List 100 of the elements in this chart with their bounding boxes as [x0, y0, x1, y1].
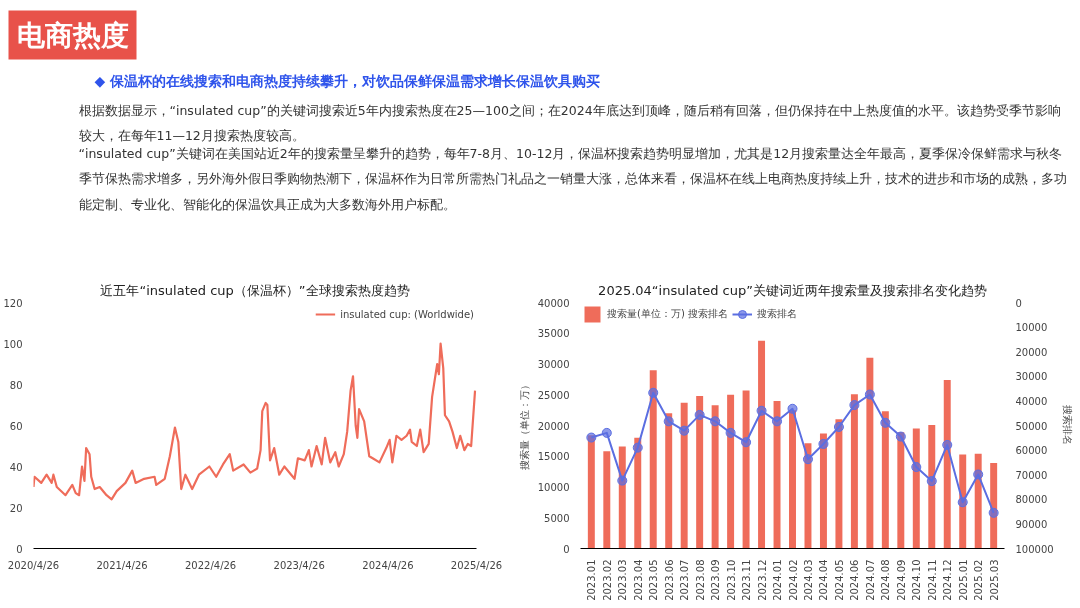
point	[648, 387, 659, 398]
x-tick-label: 2024.09	[895, 559, 907, 601]
bar	[928, 424, 936, 549]
x-tick-label: 2024.11	[926, 559, 938, 601]
point	[663, 416, 674, 427]
point	[741, 437, 752, 448]
point	[926, 476, 937, 487]
x-tick-label: 2024.08	[880, 559, 892, 601]
y2-axis-title: 搜索排名	[1061, 405, 1073, 446]
x-tick-label: 2024.03	[802, 559, 814, 601]
point	[895, 431, 906, 442]
x-tick-label: 2020/4/26	[7, 559, 60, 571]
point	[679, 425, 690, 436]
y2-tick-label: 60000	[1015, 445, 1048, 457]
point	[586, 432, 597, 443]
text: 根据数据显示，“insulated cup”的关键词搜索近5年内搜索热度在25—100之间；在2024年底达到顶峰，随后稍有回落，但仍保持在中上热度值的水平。该趋势受季节影响较大，在每年11—12月搜索热度较高。	[78, 102, 1061, 143]
bar	[819, 433, 827, 549]
x-tick-label: 2023.09	[710, 559, 722, 601]
y-tick-label: 20000	[537, 420, 570, 432]
bar	[742, 390, 750, 549]
x-tick-label: 2023.01	[586, 559, 598, 601]
legend-label: insulated cup: (Worldwide)	[340, 308, 474, 320]
y2-tick-label: 30000	[1015, 371, 1048, 383]
x-tick-label: 2024.12	[942, 559, 954, 601]
y2-tick-label: 10000	[1015, 322, 1048, 334]
y-tick-label: 20	[9, 502, 23, 514]
bar	[850, 394, 858, 549]
point	[601, 427, 612, 438]
x-tick-label: 2021/4/26	[96, 559, 148, 571]
x-tick-label: 2024.01	[772, 559, 784, 601]
point	[988, 507, 999, 518]
x-tick-label: 2023.11	[741, 559, 753, 601]
point	[957, 497, 968, 508]
y2-tick-label: 0	[1015, 297, 1022, 309]
y-tick-label: 80	[9, 379, 23, 391]
bar	[696, 395, 704, 549]
point	[787, 403, 798, 414]
text: ◆ 保温杯的在线搜索和电商热度持续攀升，对饮品保鲜保温需求增长保温饮具购买	[94, 72, 601, 89]
bar	[866, 357, 874, 549]
y-tick-label: 5000	[544, 512, 570, 524]
bar	[758, 340, 766, 549]
point	[973, 469, 984, 480]
y-tick-label: 10000	[537, 482, 570, 493]
text: 电商热度	[16, 18, 129, 52]
text: “insulated cup”关键词在美国站近2年的搜索量呈攀升的趋势，每年7-8月、10-12月，保温杯搜索趋势明显增加，尤其是12月搜索量达全年最高，夏季保冷保鲜需求与秋冬季节保热需求增多，另外海外假日季购物热潮下，保温杯作为日常所需热门礼品之一销量大涨，总体来看，保温杯在线上电商热度持续上升，技术的进步和市场的成熟，多功能定制、专业化、智能化的保温饮具正成为大多数海外用户标配。	[78, 145, 1067, 212]
bar	[881, 411, 889, 549]
bar	[789, 410, 796, 549]
x-tick-label: 2024/4/26	[362, 559, 414, 571]
bar	[912, 428, 920, 549]
x-tick-label: 2024.05	[833, 559, 845, 601]
bar	[665, 413, 673, 549]
point	[818, 438, 829, 449]
x-tick-label: 2023.10	[725, 559, 737, 601]
bar	[773, 400, 781, 549]
point	[833, 421, 844, 432]
chart-title: 近五年“insulated cup（保温杯）”全球搜索热度趋势	[100, 282, 410, 298]
y-tick-label: 120	[3, 297, 23, 309]
bar	[835, 419, 843, 549]
point	[632, 442, 643, 453]
x-tick-label: 2023.08	[694, 559, 706, 601]
y2-tick-label: 80000	[1015, 494, 1048, 506]
point	[942, 439, 953, 450]
y-tick-label: 40	[9, 461, 23, 473]
point	[911, 462, 922, 473]
bar	[943, 379, 951, 549]
y-tick-label: 25000	[537, 389, 570, 401]
y-axis-title: 搜索量（单位：万）	[518, 380, 530, 471]
point	[880, 417, 891, 428]
point	[756, 405, 767, 416]
y-tick-label: 40000	[537, 297, 570, 309]
x-tick-label: 2024.07	[864, 559, 876, 601]
bar	[727, 394, 735, 549]
x-tick-label: 2023.06	[663, 559, 675, 601]
y-tick-label: 60	[9, 420, 23, 432]
y2-tick-label: 90000	[1015, 518, 1048, 530]
bar	[711, 405, 719, 549]
x-tick-label: 2025.01	[957, 559, 969, 601]
x-tick-label: 2024.10	[911, 559, 923, 601]
point	[725, 427, 736, 438]
x-tick-label: 2025.03	[988, 559, 1000, 601]
point	[864, 389, 875, 400]
x-tick-label: 2022/4/26	[184, 559, 237, 571]
y2-tick-label: 40000	[1015, 395, 1048, 407]
x-tick-label: 2025.02	[973, 559, 985, 601]
y-tick-label: 100	[3, 338, 23, 350]
x-tick-label: 2023.07	[679, 559, 691, 601]
y-tick-label: 30000	[537, 359, 570, 370]
point	[849, 400, 860, 411]
y2-tick-label: 100000	[1015, 543, 1054, 555]
x-tick-label: 2023.12	[756, 559, 768, 601]
line-series	[33, 342, 477, 501]
x-tick-label: 2023.03	[617, 559, 629, 601]
bar	[680, 402, 688, 549]
y2-tick-label: 70000	[1015, 469, 1048, 481]
y2-tick-label: 50000	[1015, 420, 1048, 432]
y-tick-label: 35000	[537, 328, 570, 340]
point	[802, 454, 813, 465]
point	[694, 409, 705, 420]
y-tick-label: 15000	[537, 451, 570, 463]
x-tick-label: 2023.05	[648, 559, 660, 601]
